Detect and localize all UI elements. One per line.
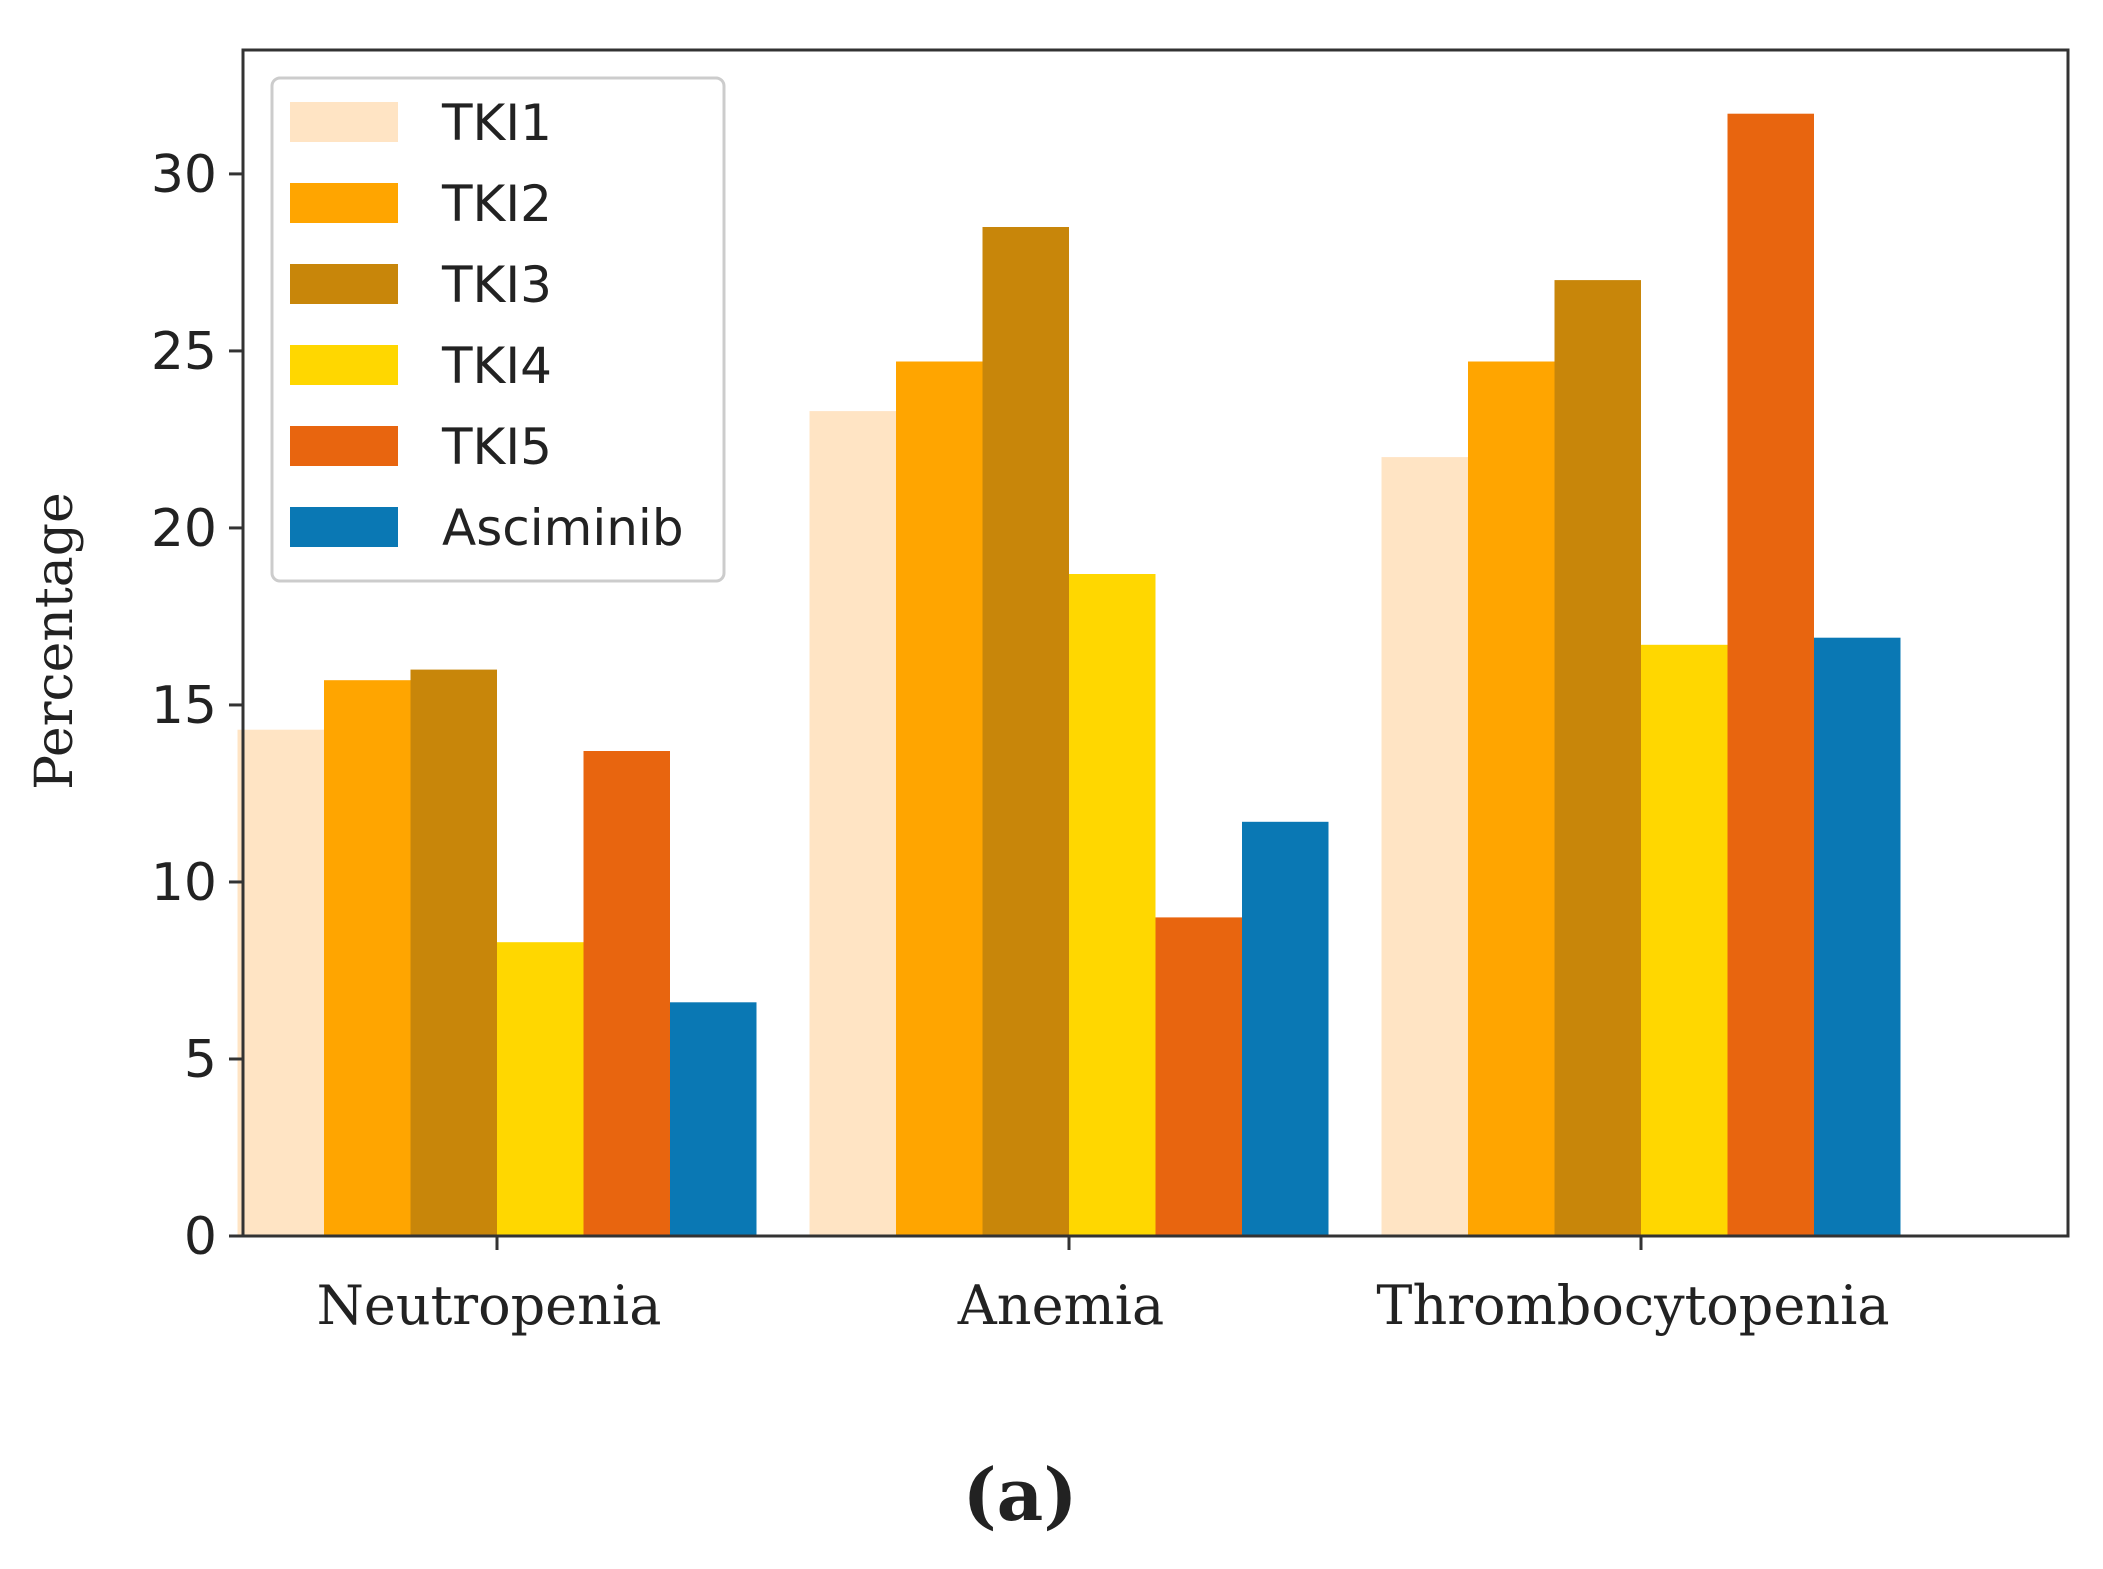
bar-tki1-thrombocytopenia <box>1381 457 1468 1237</box>
legend-swatch <box>290 345 398 385</box>
bar-asciminib-anemia <box>1242 821 1329 1236</box>
bar-tki5-neutropenia <box>583 751 670 1236</box>
y-tick-label: 15 <box>151 676 217 736</box>
bar-tki1-neutropenia <box>237 729 324 1236</box>
legend-label: TKI5 <box>441 418 552 476</box>
legend-swatch <box>290 102 398 142</box>
legend-label: Asciminib <box>442 499 684 557</box>
y-axis: 0 5 10 15 20 25 30 <box>151 145 243 1267</box>
legend-label: TKI1 <box>441 94 552 152</box>
bar-tki3-neutropenia <box>410 669 497 1236</box>
legend-label: TKI3 <box>441 256 552 314</box>
legend-swatch <box>290 426 398 466</box>
bar-tki2-anemia <box>896 361 983 1236</box>
panel-label: (a) <box>963 1452 1078 1537</box>
bar-tki5-anemia <box>1155 917 1242 1236</box>
y-tick-label: 20 <box>151 499 217 559</box>
legend: TKI1 TKI2 TKI3 TKI4 TKI5 Asciminib <box>270 76 726 583</box>
bar-tki4-neutropenia <box>497 942 584 1236</box>
legend-swatch <box>290 507 398 547</box>
bar-tki2-thrombocytopenia <box>1468 361 1555 1236</box>
bar-asciminib-thrombocytopenia <box>1814 637 1901 1236</box>
y-tick-label: 25 <box>151 322 217 382</box>
x-tick-label: Thrombocytopenia <box>1376 1274 1889 1337</box>
bars-layer <box>237 113 1901 1237</box>
bar-tki4-anemia <box>1069 574 1156 1236</box>
bar-tki5-thrombocytopenia <box>1727 113 1814 1237</box>
legend-swatch <box>290 183 398 223</box>
bar-tki1-anemia <box>809 411 896 1237</box>
bar-tki3-anemia <box>982 227 1069 1236</box>
bar-asciminib-neutropenia <box>670 1002 757 1236</box>
y-tick-label: 30 <box>151 145 217 205</box>
legend-label: TKI4 <box>441 337 552 395</box>
y-tick-label: 5 <box>184 1030 217 1090</box>
legend-label: TKI2 <box>441 175 552 233</box>
x-axis: Neutropenia Anemia Thrombocytopenia <box>317 1236 1890 1337</box>
legend-swatch <box>290 264 398 304</box>
x-tick-label: Neutropenia <box>317 1274 662 1337</box>
bar-tki2-neutropenia <box>324 680 411 1236</box>
y-tick-label: 0 <box>184 1207 217 1267</box>
bar-tki4-thrombocytopenia <box>1641 644 1728 1236</box>
y-tick-label: 10 <box>151 853 217 913</box>
bar-tki3-thrombocytopenia <box>1554 280 1641 1237</box>
x-tick-label: Anemia <box>957 1274 1164 1337</box>
plot-area-frame <box>241 48 2070 1238</box>
y-axis-title: Percentage <box>25 492 85 790</box>
